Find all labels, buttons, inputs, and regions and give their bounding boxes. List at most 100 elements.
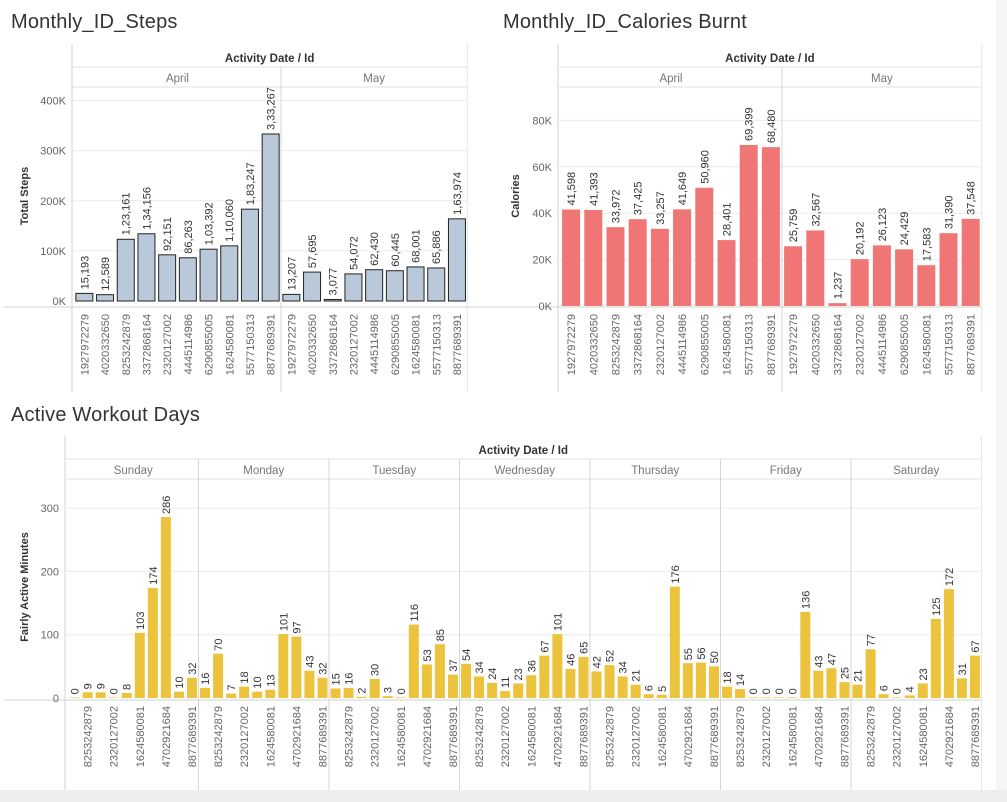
workout-header-label: Activity Date / Id xyxy=(479,445,568,457)
workout-data-label: 4 xyxy=(905,686,917,692)
steps-data-label: 1,34,156 xyxy=(141,187,153,230)
workout-bar xyxy=(917,683,928,698)
workout-group-label: Sunday xyxy=(114,465,153,477)
steps-bar xyxy=(323,298,342,302)
steps-y-tick-label: 100K xyxy=(40,246,66,258)
workout-data-label: 36 xyxy=(526,660,538,672)
workout-bar xyxy=(774,697,785,698)
workout-data-label: 34 xyxy=(474,661,486,673)
workout-data-label: 24 xyxy=(487,668,499,680)
workout-data-label: 25 xyxy=(839,667,851,679)
calories-category-label: 2320127002 xyxy=(655,314,667,375)
steps-data-label: 57,695 xyxy=(307,234,319,268)
workout-bar xyxy=(173,691,184,698)
calories-bar xyxy=(806,230,825,306)
workout-bar xyxy=(108,697,119,698)
calories-bar xyxy=(895,249,914,306)
workout-category-label: 8253242879 xyxy=(866,706,878,767)
workout-data-label: 286 xyxy=(161,496,173,514)
workout-category-label: 4702921684 xyxy=(552,706,564,767)
workout-bar xyxy=(839,682,850,698)
workout-data-label: 9 xyxy=(96,683,108,689)
steps-data-label: 3,33,267 xyxy=(266,87,278,130)
workout-bar xyxy=(930,618,941,698)
workout-data-label: 0 xyxy=(787,688,799,694)
workout-data-label: 11 xyxy=(500,677,512,688)
workout-bar xyxy=(160,517,171,698)
steps-bar xyxy=(365,269,384,302)
steps-category-label: 4445114986 xyxy=(183,314,195,374)
workout-bar xyxy=(382,696,393,698)
workout-data-label: 10 xyxy=(252,676,264,688)
steps-category-label: 3372868164 xyxy=(141,314,153,375)
workout-category-label: 4702921684 xyxy=(683,706,695,767)
steps-bar xyxy=(116,238,135,302)
calories-header-label: Activity Date / Id xyxy=(725,53,814,65)
steps-bar xyxy=(178,257,197,302)
steps-data-label: 62,430 xyxy=(369,232,381,266)
workout-bar xyxy=(474,676,485,698)
workout-bar xyxy=(578,656,589,698)
calories-bar xyxy=(961,218,980,306)
calories-bar xyxy=(784,246,803,306)
workout-data-label: 65 xyxy=(578,642,590,654)
workout-bar xyxy=(813,670,824,698)
workout-bar xyxy=(617,676,628,698)
workout-bar xyxy=(748,697,759,698)
workout-bar xyxy=(134,632,145,698)
calories-data-label: 17,583 xyxy=(921,228,933,262)
calories-y-tick-label: 60K xyxy=(532,162,552,174)
steps-bar xyxy=(344,273,363,302)
workout-bar xyxy=(865,649,876,698)
steps-y-axis-label: Total Steps xyxy=(19,167,31,225)
calories-category-label: 1927972279 xyxy=(566,314,578,375)
calories-category-label: 4445114986 xyxy=(677,314,689,374)
steps-category-label: 6290855005 xyxy=(204,314,216,375)
steps-bar xyxy=(427,267,446,302)
workout-bar xyxy=(200,687,211,698)
workout-bar xyxy=(421,664,432,698)
workout-bar xyxy=(943,589,954,698)
workout-category-label: 2320127002 xyxy=(109,706,121,767)
steps-data-label: 3,077 xyxy=(328,268,340,296)
workout-category-label: 1624580081 xyxy=(918,706,930,767)
workout-data-label: 0 xyxy=(70,688,82,694)
workout-bar xyxy=(434,644,445,698)
workout-group-label: Wednesday xyxy=(494,465,555,477)
workout-data-label: 52 xyxy=(605,650,617,662)
calories-bar xyxy=(828,303,847,306)
workout-bar xyxy=(304,670,315,698)
workout-data-label: 14 xyxy=(735,674,747,686)
steps-bar xyxy=(261,133,280,302)
steps-category-label: 4445114986 xyxy=(369,314,381,374)
calories-data-label: 69,399 xyxy=(744,107,756,141)
calories-data-label: 32,567 xyxy=(810,193,822,227)
workout-bar xyxy=(552,634,563,698)
steps-data-label: 1,23,161 xyxy=(121,192,133,235)
workout-data-label: 3 xyxy=(383,687,395,693)
calories-y-tick-label: 0K xyxy=(539,301,553,313)
dashboard-footer-strip xyxy=(0,790,1007,802)
calories-category-label: 4020332650 xyxy=(588,314,600,375)
workout-data-label: 37 xyxy=(448,659,460,671)
steps-category-label: 8877689391 xyxy=(266,314,278,375)
workout-data-label: 53 xyxy=(422,649,434,661)
steps-bar xyxy=(199,248,218,302)
workout-category-label: 8253242879 xyxy=(735,706,747,767)
scrollbar-track[interactable] xyxy=(996,0,1007,802)
calories-bar xyxy=(761,147,780,306)
steps-group-label: May xyxy=(363,73,385,85)
calories-data-label: 50,960 xyxy=(699,150,711,184)
workout-category-label: 8253242879 xyxy=(605,706,617,767)
workout-data-label: 101 xyxy=(552,613,564,631)
steps-bar xyxy=(406,266,425,302)
workout-data-label: 30 xyxy=(370,664,382,676)
steps-category-label: 4020332650 xyxy=(307,314,319,375)
workout-group-label: Friday xyxy=(770,465,802,477)
calories-y-tick-label: 40K xyxy=(532,208,552,220)
workout-data-label: 174 xyxy=(148,567,160,585)
steps-category-label: 1624580081 xyxy=(224,314,236,375)
steps-category-label: 1927972279 xyxy=(286,314,298,375)
